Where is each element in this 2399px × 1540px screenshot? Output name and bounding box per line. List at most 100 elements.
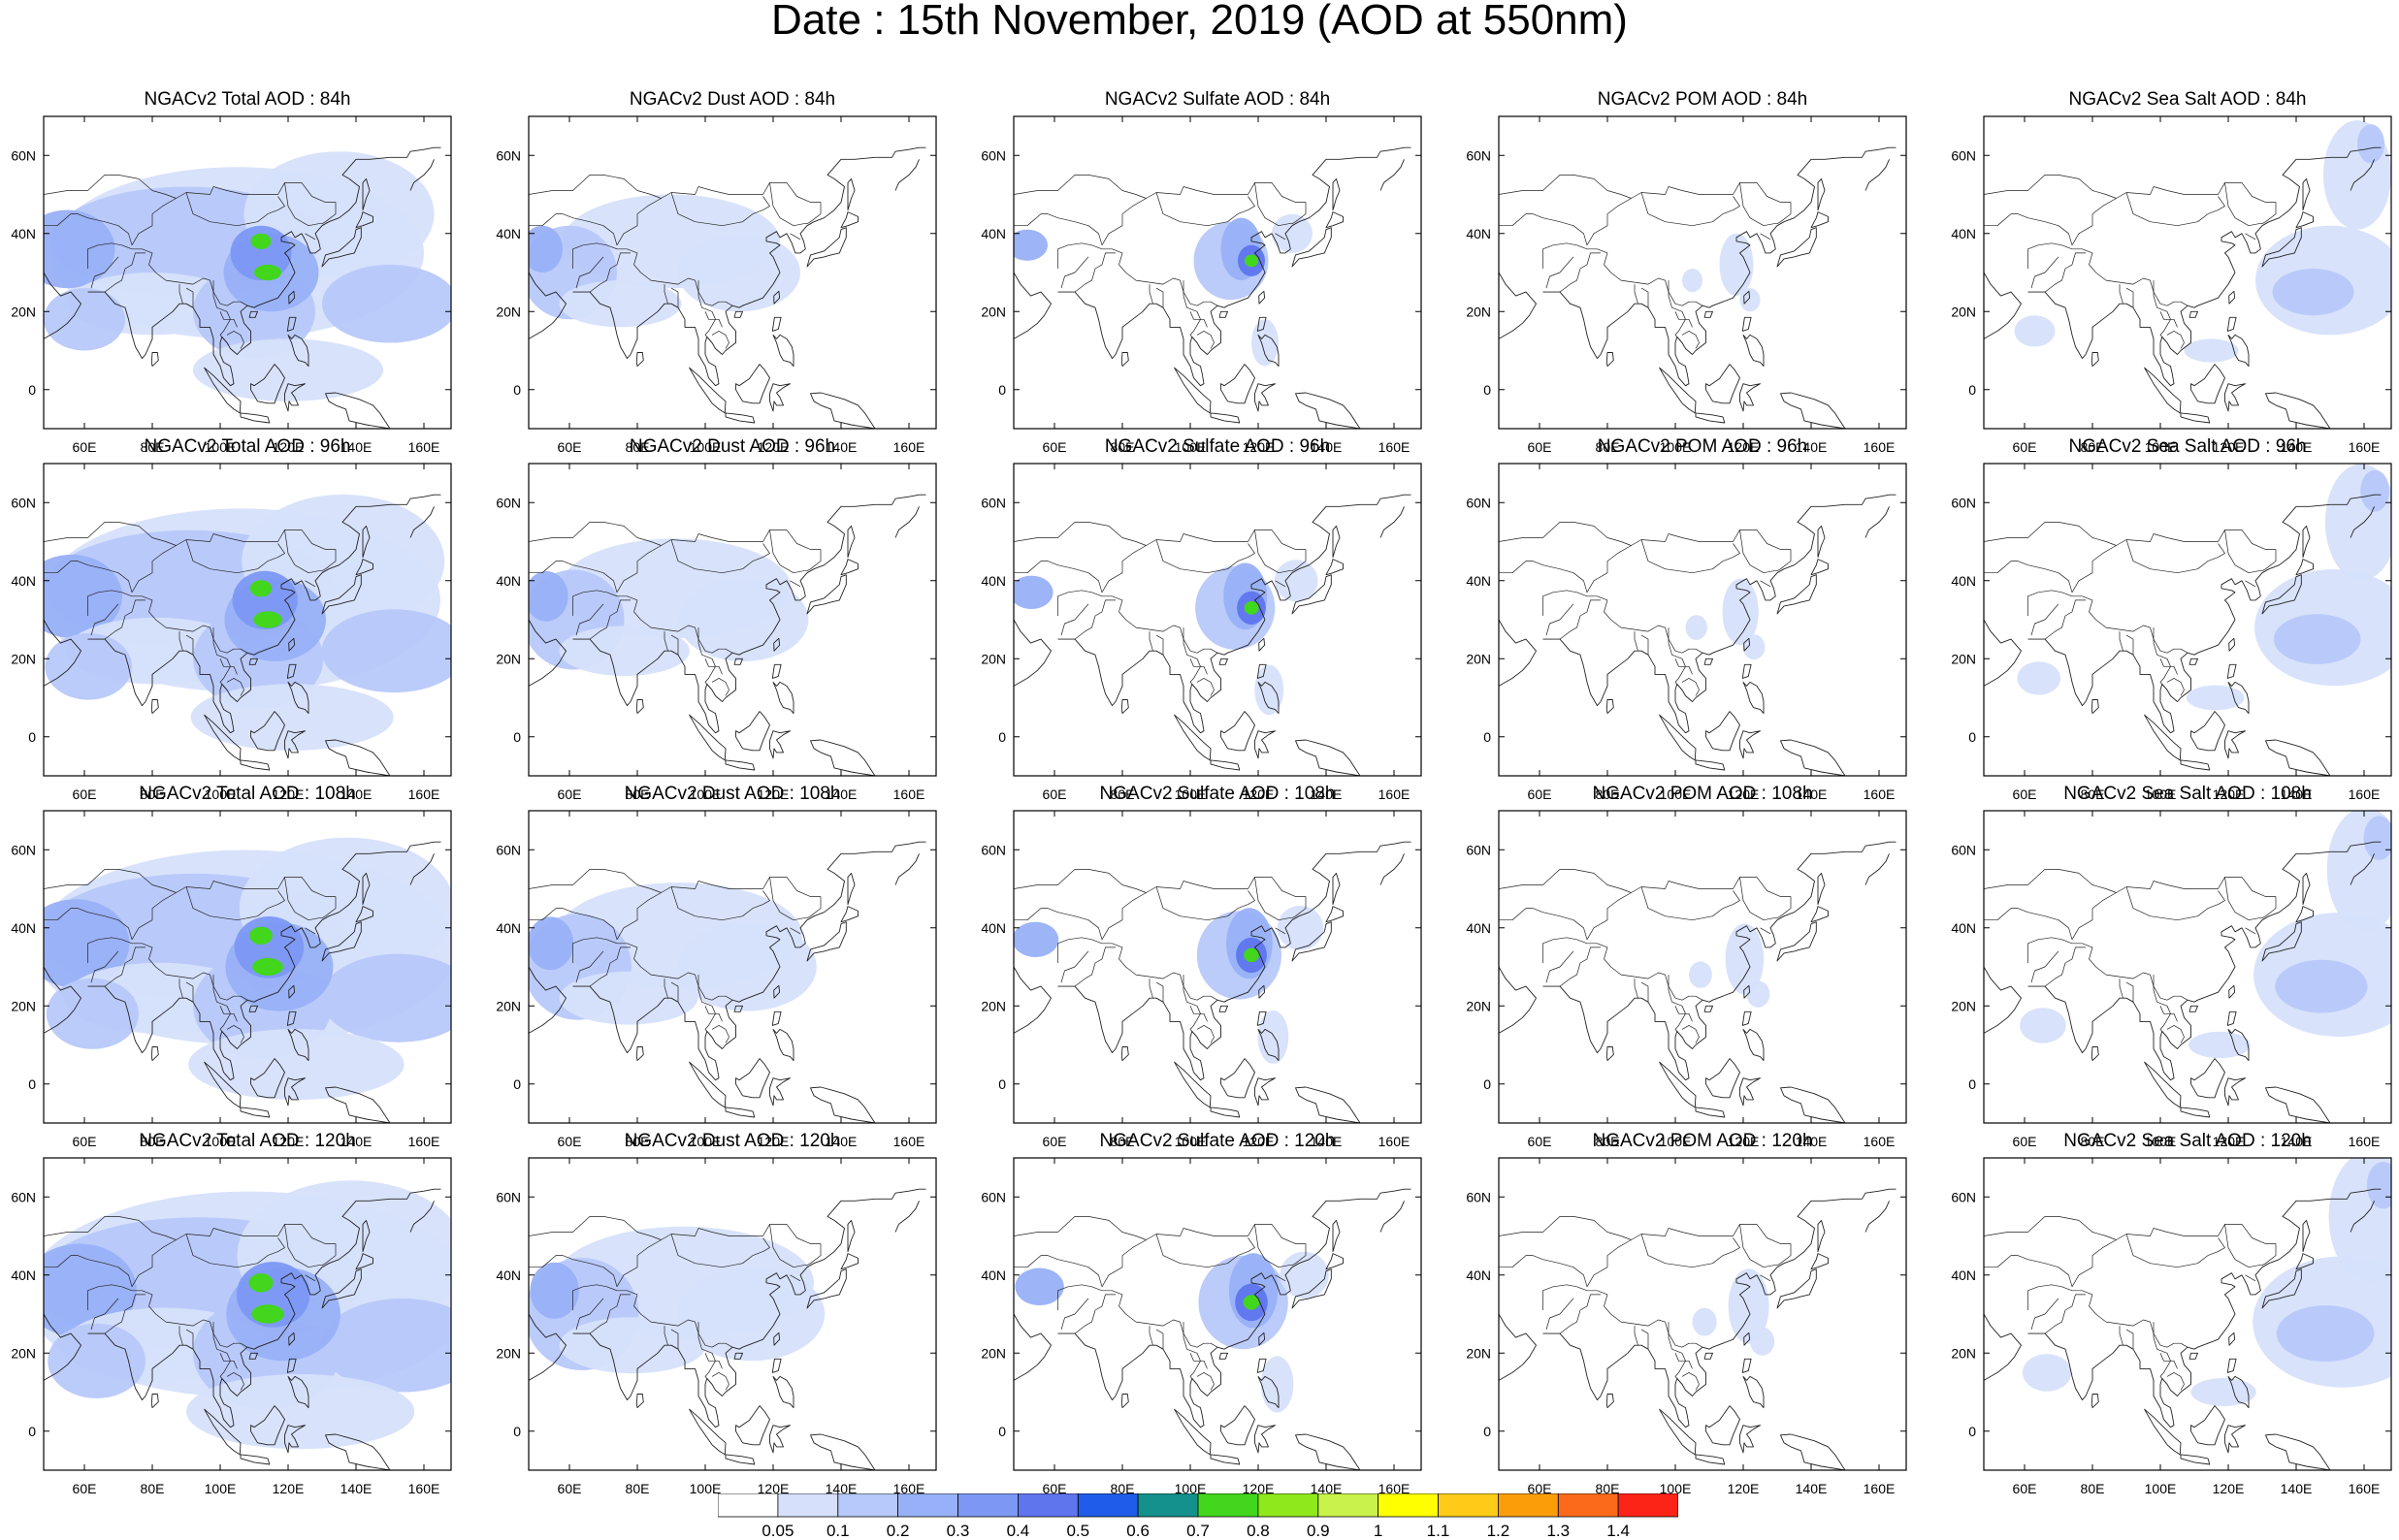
lat-tick-label: 20N xyxy=(496,1345,521,1361)
lon-tick-label: 100E xyxy=(2145,439,2177,455)
aod-shading xyxy=(2190,1378,2256,1406)
aod-shading xyxy=(250,233,272,249)
colorbar-swatch xyxy=(1197,1493,1259,1518)
aod-shading xyxy=(2186,685,2245,711)
map-plot: 60E 80E 100E 120E 140E 160E 60N 40N 20N 0 xyxy=(981,810,1422,1149)
panel-title: NGACv2 Sea Salt AOD : 84h xyxy=(2068,89,2307,110)
lon-tick-label: 100E xyxy=(205,786,237,802)
lon-tick-label: 100E xyxy=(1660,786,1692,802)
lon-tick-label: 160E xyxy=(408,439,440,455)
aod-shading xyxy=(193,338,383,401)
lat-tick-label: 40N xyxy=(496,573,521,589)
coastlines xyxy=(1499,494,1897,776)
aod-shading xyxy=(2188,1031,2251,1059)
lat-tick-label: 60N xyxy=(496,147,521,163)
aod-shading xyxy=(322,264,451,343)
lon-tick-label: 60E xyxy=(558,786,582,802)
lat-tick-label: 60N xyxy=(1466,147,1491,163)
map-panel: NGACv2 Total AOD : 108h 60E 80E 100E 120E 140… xyxy=(11,784,452,1162)
colorbar-swatch xyxy=(718,1493,779,1518)
aod-shading xyxy=(2014,315,2056,347)
lat-tick-label: 60N xyxy=(1466,495,1491,510)
lon-tick-label: 80E xyxy=(141,1134,165,1149)
lat-tick-label: 20N xyxy=(496,651,521,666)
panel-title: NGACv2 Sulfate AOD : 96h xyxy=(1104,436,1331,457)
lat-tick-label: 0 xyxy=(998,729,1006,745)
colorbar-label: 1.4 xyxy=(1606,1522,1630,1538)
panel-title: NGACv2 Sulfate AOD : 120h xyxy=(1099,1131,1336,1151)
aod-shading xyxy=(1750,1327,1775,1356)
lon-tick-label: 60E xyxy=(1528,786,1552,802)
lon-tick-label: 120E xyxy=(1243,1134,1275,1149)
lon-tick-label: 60E xyxy=(73,1134,97,1149)
lat-tick-label: 0 xyxy=(1968,1424,1976,1439)
aod-shading xyxy=(529,571,568,622)
lat-tick-label: 40N xyxy=(981,226,1006,241)
map-panel: NGACv2 POM AOD : 96h 60E 80E 100E 120E 140E 16… xyxy=(1466,436,1907,815)
lon-tick-label: 80E xyxy=(2081,786,2105,802)
coastlines xyxy=(1499,1188,1897,1470)
lon-tick-label: 60E xyxy=(1043,439,1067,455)
aod-shading xyxy=(248,1273,274,1293)
map-plot: 60E 80E 100E 120E 140E 160E 60N 40N 20N 0 xyxy=(981,115,1422,455)
aod-shading xyxy=(190,684,394,751)
lat-tick-label: 60N xyxy=(1951,1189,1976,1204)
lat-tick-label: 40N xyxy=(496,1267,521,1283)
lon-tick-label: 140E xyxy=(340,786,373,802)
colorbar-label: 0.5 xyxy=(1066,1522,1089,1538)
lon-tick-label: 120E xyxy=(2213,786,2245,802)
lat-tick-label: 20N xyxy=(981,651,1006,666)
lon-tick-label: 80E xyxy=(141,1481,165,1496)
lat-tick-label: 20N xyxy=(496,998,521,1013)
lon-tick-label: 60E xyxy=(2013,1481,2037,1496)
colorbar-swatch xyxy=(1617,1493,1678,1518)
colorbar-swatch xyxy=(1257,1493,1319,1518)
aod-shading xyxy=(529,225,563,273)
lon-tick-label: 100E xyxy=(205,1134,237,1149)
aod-shading xyxy=(678,1267,826,1362)
colorbar-label: 1 xyxy=(1374,1522,1382,1538)
colorbar-label: 0.8 xyxy=(1247,1522,1270,1538)
lon-tick-label: 140E xyxy=(340,1481,373,1496)
lon-tick-label: 160E xyxy=(1378,439,1410,455)
lon-tick-label: 60E xyxy=(1528,1134,1552,1149)
lon-tick-label: 160E xyxy=(2349,1481,2381,1496)
lat-tick-label: 60N xyxy=(1466,842,1491,857)
panel-title: NGACv2 Dust AOD : 96h xyxy=(629,436,836,457)
lon-tick-label: 100E xyxy=(1660,439,1692,455)
lat-tick-label: 60N xyxy=(981,1189,1006,1204)
aod-shading xyxy=(251,1304,284,1324)
colorbar-label: 1.2 xyxy=(1487,1522,1510,1538)
aod-shading xyxy=(1245,254,1258,268)
aod-shading xyxy=(253,611,282,628)
coastlines xyxy=(1984,1188,2382,1470)
map-panel: NGACv2 Total AOD : 96h 60E 80E 100E 120E 140E… xyxy=(11,436,452,815)
lon-tick-label: 140E xyxy=(1311,1481,1343,1496)
lon-tick-label: 120E xyxy=(273,439,305,455)
panel-title: NGACv2 POM AOD : 120h xyxy=(1592,1131,1813,1151)
coastlines xyxy=(44,494,441,776)
lat-tick-label: 20N xyxy=(1951,998,1976,1013)
lat-tick-label: 60N xyxy=(11,147,36,163)
lat-tick-label: 60N xyxy=(11,1189,36,1204)
aod-shading xyxy=(1743,634,1766,660)
coastlines xyxy=(1014,494,1411,776)
lat-tick-label: 20N xyxy=(1466,1345,1491,1361)
map-panel: NGACv2 Dust AOD : 96h 60E 80E 100E 120E 140E 1… xyxy=(496,436,937,815)
lat-tick-label: 0 xyxy=(513,1424,521,1439)
map-panel: NGACv2 POM AOD : 108h 60E 80E 100E 120E 140E 1… xyxy=(1466,784,1907,1162)
colorbar-swatch xyxy=(1438,1493,1499,1518)
lat-tick-label: 20N xyxy=(1951,1345,1976,1361)
lon-tick-label: 80E xyxy=(626,1134,650,1149)
lon-tick-label: 120E xyxy=(1243,439,1275,455)
lat-tick-label: 60N xyxy=(11,842,36,857)
lat-tick-label: 0 xyxy=(998,1076,1006,1092)
lon-tick-label: 120E xyxy=(1243,786,1275,802)
map-panel: NGACv2 Sulfate AOD : 96h 60E 80E 100E 120E 14… xyxy=(981,436,1422,815)
lon-tick-label: 80E xyxy=(1596,786,1620,802)
lon-tick-label: 160E xyxy=(1864,786,1896,802)
map-plot: 60E 80E 100E 120E 140E 160E 60N 40N 20N 0 xyxy=(496,463,937,802)
lat-tick-label: 0 xyxy=(513,1076,521,1092)
lat-tick-label: 20N xyxy=(981,998,1006,1013)
lat-tick-label: 60N xyxy=(981,495,1006,510)
